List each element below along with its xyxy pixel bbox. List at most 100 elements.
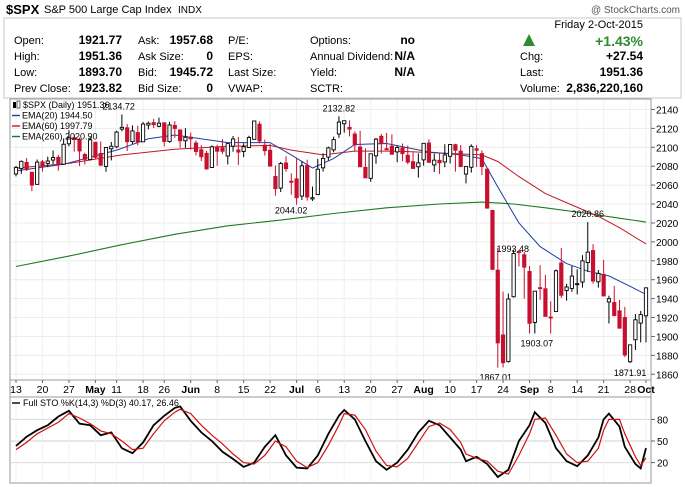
candle (601, 259, 606, 297)
candle (199, 145, 204, 162)
candle (543, 274, 548, 317)
candle-body (50, 157, 56, 161)
candle-body (220, 147, 225, 152)
candle (29, 171, 34, 192)
candle (622, 306, 627, 358)
candle-body (363, 166, 368, 179)
candle (511, 249, 516, 298)
candle (469, 144, 474, 173)
x-tick-label: 8 (548, 384, 554, 396)
x-tick-label: 10 (444, 384, 456, 396)
quote-label: Prev Close: (14, 83, 71, 95)
candle (45, 156, 50, 168)
x-tick-label: 17 (471, 384, 483, 396)
candle (151, 119, 156, 129)
candle (146, 121, 151, 130)
x-tick-label: 15 (238, 384, 250, 396)
candle (575, 269, 580, 295)
x-tick-label: Sep (520, 384, 539, 396)
candle (590, 244, 596, 284)
candle (230, 136, 236, 152)
quote-label: VWAP: (228, 83, 263, 95)
candle-body (257, 123, 262, 142)
candle (490, 210, 495, 270)
price-y-tick-label: 2140 (656, 105, 679, 116)
candle (617, 299, 622, 329)
candle-body (252, 120, 257, 140)
candle-body (373, 138, 379, 157)
candle-body (61, 143, 66, 165)
price-y-tick-label: 1920 (656, 314, 679, 325)
candle (532, 290, 537, 334)
candle-body (553, 270, 559, 313)
x-tick-label: Aug (413, 384, 433, 396)
candle-body (368, 153, 373, 179)
candle (320, 153, 326, 172)
candle (40, 159, 45, 172)
candle (527, 266, 532, 334)
x-axis-labels: 13 20 27 May 11 18 26 Jun 8 15 22 Jul 6 13 20 27 Aug 10 17… (10, 380, 655, 396)
candle (162, 122, 167, 147)
candle (72, 134, 77, 152)
candle-body (506, 298, 511, 363)
candle-body (527, 271, 532, 324)
candle-body (575, 283, 580, 286)
candle (61, 138, 66, 165)
x-tick-label: Oct (637, 384, 655, 396)
candle-body (580, 260, 585, 283)
x-tick-label: Jun (181, 384, 200, 396)
candle (310, 186, 315, 201)
candle-body (289, 180, 294, 183)
candle (538, 265, 543, 300)
candle (241, 143, 246, 158)
candle-body (119, 126, 124, 130)
quote-value: 2,836,220,160 (566, 81, 643, 95)
candle (485, 168, 490, 209)
quote-label: High: (14, 51, 40, 63)
stochastic-y-tick-label: 50 (657, 437, 669, 448)
candle (299, 161, 304, 200)
index-name: S&P 500 Large Cap Index (44, 4, 172, 16)
x-tick-label: May (85, 384, 106, 396)
candle-body (77, 138, 82, 152)
candle (114, 130, 119, 149)
candle (559, 248, 564, 298)
candle-body (617, 310, 622, 329)
stochastic-k-line (15, 405, 647, 479)
quote-label: Ask Size: (138, 51, 184, 63)
x-tick-label: 20 (365, 384, 377, 396)
candle-body (342, 120, 347, 125)
candle (352, 131, 357, 152)
candle-body (564, 286, 569, 292)
quote-label: Last: (520, 67, 544, 79)
candle-body (522, 254, 527, 268)
candle-body (88, 139, 93, 161)
candle-body (331, 139, 336, 151)
candle-body (358, 146, 363, 168)
candle-body (294, 178, 299, 199)
candle-body (225, 143, 230, 157)
candle (103, 147, 109, 172)
candle (183, 128, 188, 148)
candle (347, 120, 352, 137)
stochastic-y-tick-label: 20 (657, 459, 669, 470)
price-annotation: 2132.82 (323, 103, 356, 113)
ema-260-layer (15, 201, 647, 268)
candle (363, 148, 368, 179)
candle-body (204, 152, 209, 170)
up-arrow-icon (523, 34, 535, 46)
candle-body (151, 122, 156, 126)
candle-body (495, 269, 500, 344)
quote-value: 1951.36 (600, 65, 644, 79)
price-annotation: 1993.48 (496, 244, 529, 254)
candle (606, 295, 612, 324)
candle (209, 145, 214, 169)
price-annotation: 2044.02 (275, 206, 308, 216)
candle (638, 310, 643, 343)
candle (628, 344, 633, 364)
candle (135, 125, 140, 146)
price-y-tick-label: 1940 (656, 295, 679, 306)
legend-entry: $SPX (Daily) 1951.36 (23, 100, 110, 110)
candle-body (612, 302, 617, 316)
